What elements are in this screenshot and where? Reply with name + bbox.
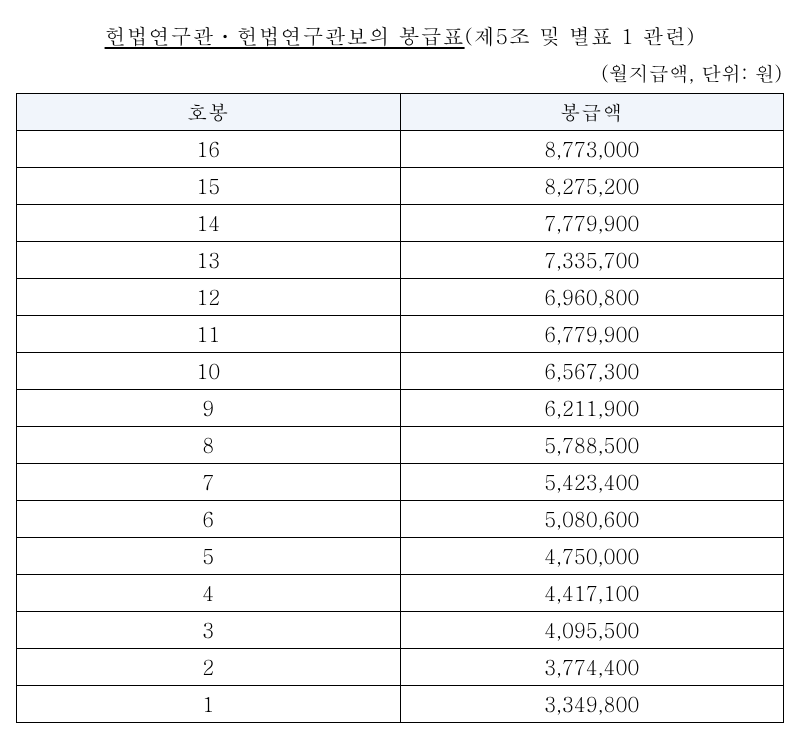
table-row: 13,349,800 (17, 686, 784, 723)
table-body: 168,773,000158,275,200147,779,900137,335… (17, 131, 784, 723)
cell-salary: 8,275,200 (400, 168, 784, 205)
table-header-row: 호봉 봉급액 (17, 94, 784, 131)
cell-salary: 6,567,300 (400, 353, 784, 390)
cell-grade: 7 (17, 464, 401, 501)
cell-grade: 9 (17, 390, 401, 427)
cell-salary: 6,211,900 (400, 390, 784, 427)
table-row: 116,779,900 (17, 316, 784, 353)
title-underlined: 헌법연구관ㆍ헌법연구관보의 봉급표 (105, 20, 465, 50)
table-row: 65,080,600 (17, 501, 784, 538)
col-header-salary: 봉급액 (400, 94, 784, 131)
cell-grade: 13 (17, 242, 401, 279)
table-row: 75,423,400 (17, 464, 784, 501)
table-row: 137,335,700 (17, 242, 784, 279)
table-row: 158,275,200 (17, 168, 784, 205)
cell-grade: 5 (17, 538, 401, 575)
cell-salary: 4,417,100 (400, 575, 784, 612)
table-row: 44,417,100 (17, 575, 784, 612)
title-suffix: (제5조 및 별표 1 관련) (465, 20, 696, 50)
cell-salary: 5,788,500 (400, 427, 784, 464)
cell-grade: 8 (17, 427, 401, 464)
cell-grade: 1 (17, 686, 401, 723)
table-row: 168,773,000 (17, 131, 784, 168)
table-row: 23,774,400 (17, 649, 784, 686)
cell-salary: 8,773,000 (400, 131, 784, 168)
cell-grade: 14 (17, 205, 401, 242)
cell-grade: 3 (17, 612, 401, 649)
col-header-grade: 호봉 (17, 94, 401, 131)
table-row: 126,960,800 (17, 279, 784, 316)
cell-salary: 3,349,800 (400, 686, 784, 723)
cell-salary: 7,779,900 (400, 205, 784, 242)
subtitle: (월지급액, 단위: 원) (16, 58, 784, 87)
page-title: 헌법연구관ㆍ헌법연구관보의 봉급표(제5조 및 별표 1 관련) (16, 20, 784, 50)
cell-grade: 12 (17, 279, 401, 316)
table-row: 96,211,900 (17, 390, 784, 427)
cell-grade: 4 (17, 575, 401, 612)
table-row: 85,788,500 (17, 427, 784, 464)
cell-salary: 5,423,400 (400, 464, 784, 501)
cell-grade: 15 (17, 168, 401, 205)
cell-grade: 16 (17, 131, 401, 168)
cell-grade: 10 (17, 353, 401, 390)
cell-salary: 4,095,500 (400, 612, 784, 649)
cell-salary: 5,080,600 (400, 501, 784, 538)
cell-salary: 6,960,800 (400, 279, 784, 316)
cell-grade: 11 (17, 316, 401, 353)
table-row: 106,567,300 (17, 353, 784, 390)
cell-salary: 3,774,400 (400, 649, 784, 686)
table-row: 147,779,900 (17, 205, 784, 242)
cell-salary: 4,750,000 (400, 538, 784, 575)
cell-salary: 6,779,900 (400, 316, 784, 353)
table-row: 34,095,500 (17, 612, 784, 649)
salary-table: 호봉 봉급액 168,773,000158,275,200147,779,900… (16, 93, 784, 723)
table-row: 54,750,000 (17, 538, 784, 575)
cell-salary: 7,335,700 (400, 242, 784, 279)
cell-grade: 2 (17, 649, 401, 686)
cell-grade: 6 (17, 501, 401, 538)
